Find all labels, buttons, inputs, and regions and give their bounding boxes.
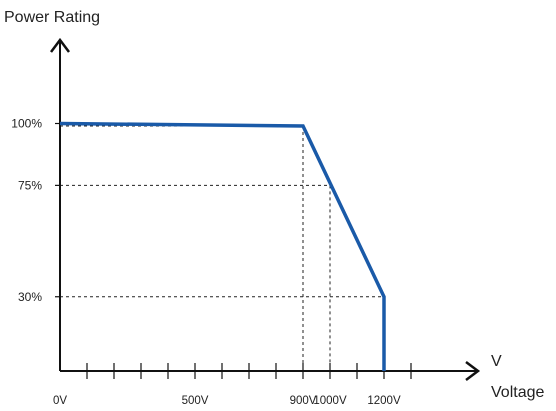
x-tick-label: 1000V — [313, 395, 347, 407]
y-axis-title: Power Rating — [4, 9, 100, 26]
axes — [50, 37, 481, 381]
y-axis-arrow — [50, 37, 70, 53]
x-tick-label: 1200V — [367, 395, 401, 407]
x-minor-ticks — [55, 122, 412, 379]
x-tick-label: 0V — [53, 395, 67, 407]
series-layer — [59, 121, 386, 371]
y-tick-label: 75% — [18, 178, 42, 192]
x-axis-title: Voltage — [491, 384, 544, 401]
x-axis-arrow — [465, 361, 481, 381]
y-tick-label: 100% — [11, 117, 42, 131]
x-axis-unit: V — [491, 353, 502, 370]
power-rating-line — [59, 121, 386, 371]
x-tick-label: 500V — [182, 395, 209, 407]
x-tick-label: 900V — [290, 395, 317, 407]
guide-lines — [60, 125, 385, 371]
y-tick-label: 30% — [18, 290, 42, 304]
